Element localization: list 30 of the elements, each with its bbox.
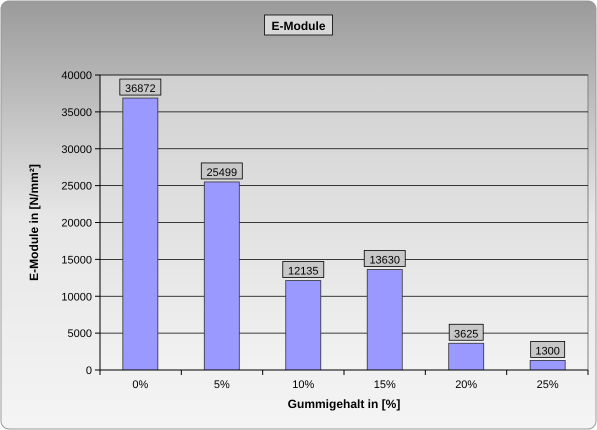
x-tick-label: 15% xyxy=(374,379,396,391)
data-label: 3625 xyxy=(454,328,478,340)
y-axis-title: E-Module in [N/mm²] xyxy=(27,164,41,281)
bar xyxy=(204,182,240,370)
y-tick-label: 5000 xyxy=(68,328,92,340)
y-tick-label: 20000 xyxy=(61,218,92,230)
bar xyxy=(366,269,403,370)
y-tick-label: 35000 xyxy=(61,106,92,119)
y-tick-label: 30000 xyxy=(61,144,92,156)
bar xyxy=(448,342,484,370)
data-label: 36872 xyxy=(125,83,156,96)
x-axis-title: Gummigehalt in [%] xyxy=(288,397,400,411)
y-tick-label: 10000 xyxy=(61,291,92,304)
x-tick-label: 10% xyxy=(292,379,314,391)
y-tick-label: 15000 xyxy=(61,254,92,266)
data-label: 25499 xyxy=(206,166,238,179)
bar xyxy=(285,280,322,370)
data-label: 1300 xyxy=(535,345,560,358)
x-tick-label: 0% xyxy=(132,379,148,391)
data-label: 12135 xyxy=(288,266,319,278)
data-label: 13630 xyxy=(369,254,400,266)
chart-title: E-Module xyxy=(272,19,326,33)
x-tick-label: 20% xyxy=(455,379,478,391)
bar xyxy=(530,360,566,370)
y-tick-label: 25000 xyxy=(61,180,92,193)
y-tick-label: 40000 xyxy=(61,70,92,82)
x-tick-label: 25% xyxy=(536,379,559,391)
x-tick-label: 5% xyxy=(214,379,230,391)
y-tick-label: 0 xyxy=(86,365,92,377)
bar xyxy=(122,98,158,370)
